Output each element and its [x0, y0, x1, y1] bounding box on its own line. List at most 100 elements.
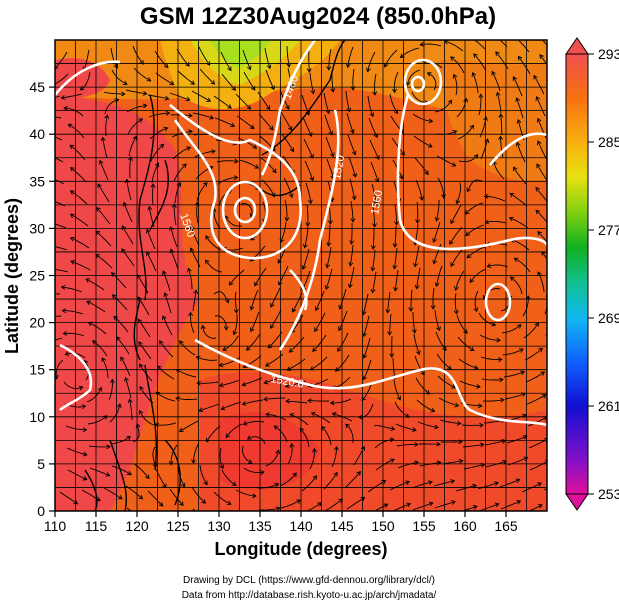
streamline [397, 461, 419, 469]
streamline [81, 489, 101, 502]
streamline [419, 461, 441, 467]
streamline [70, 213, 89, 227]
streamline [125, 485, 143, 500]
streamline [133, 67, 151, 82]
streamline [199, 68, 215, 85]
streamline-arrow [223, 326, 229, 331]
streamline [151, 162, 159, 184]
streamline-arrow [73, 500, 79, 505]
streamline [176, 397, 198, 400]
streamline-arrow [78, 385, 84, 391]
streamline [214, 117, 235, 127]
streamline [438, 397, 459, 407]
streamline-arrow [289, 442, 295, 448]
streamline-arrow [114, 98, 120, 103]
streamline-arrow [362, 354, 368, 359]
streamline [103, 487, 123, 500]
streamline-arrow [227, 104, 232, 109]
streamline-arrow [317, 502, 323, 507]
streamline [348, 156, 357, 178]
streamline-arrow [415, 350, 421, 356]
streamline [270, 287, 281, 308]
streamline [306, 502, 322, 511]
streamline-arrow [152, 463, 158, 469]
streamline [416, 201, 419, 224]
streamline [323, 472, 338, 490]
streamline-arrow [324, 285, 330, 290]
streamline [367, 480, 386, 493]
streamline-arrow [473, 53, 478, 58]
streamline-arrow [491, 321, 497, 327]
streamline [126, 179, 132, 201]
height-contours [55, 40, 547, 427]
streamline-arrow [40, 99, 44, 103]
streamline-arrow [454, 402, 460, 408]
streamline-arrow [241, 381, 247, 387]
streamline [127, 118, 143, 135]
streamline-arrow [500, 397, 505, 403]
streamline [303, 138, 314, 159]
streamline-arrow [79, 86, 85, 91]
streamline-arrow [252, 493, 257, 499]
streamline [499, 40, 508, 48]
streamline-arrow [428, 501, 434, 507]
streamline [70, 237, 90, 249]
streamline [221, 401, 242, 410]
streamline-arrow [233, 309, 239, 314]
streamline [349, 178, 356, 200]
streamline-arrow [69, 190, 75, 195]
streamline-arrow [522, 435, 528, 440]
streamline [287, 443, 293, 465]
streamline-arrow [310, 411, 316, 417]
streamline-arrow [104, 114, 110, 120]
streamline [129, 157, 132, 179]
streamline-arrow [414, 442, 419, 447]
streamline-arrow [286, 366, 292, 371]
streamline [510, 238, 530, 251]
credit-data: Data from http://database.rish.kyoto-u.a… [182, 590, 437, 601]
streamline [495, 51, 509, 70]
streamline-arrow [305, 110, 311, 116]
streamline-arrow [203, 480, 208, 486]
streamline [394, 269, 399, 291]
streamline-arrow [538, 347, 543, 353]
streamline-arrow [128, 156, 133, 161]
streamline [55, 179, 65, 185]
streamline-arrow [188, 129, 193, 135]
streamline [309, 72, 314, 94]
streamline-arrow [97, 183, 102, 189]
streamline [350, 200, 354, 222]
streamline [529, 461, 547, 471]
streamline [299, 428, 310, 448]
streamline [526, 394, 547, 405]
streamline-arrow [82, 476, 88, 481]
streamline [280, 221, 287, 243]
streamline-arrow [413, 262, 418, 268]
contour-label: 1560 [369, 189, 385, 215]
streamline-arrow [268, 125, 274, 131]
streamline [198, 403, 220, 412]
streamline [67, 469, 87, 481]
streamline-arrow [472, 505, 478, 510]
streamline-arrow [349, 240, 355, 245]
y-tick-label: 40 [29, 126, 45, 142]
streamline-arrow [189, 224, 195, 230]
streamline-arrow [436, 460, 442, 466]
streamline [444, 40, 464, 52]
streamline-arrow [398, 174, 404, 180]
streamline-arrow [206, 437, 211, 443]
streamline [327, 224, 331, 246]
streamline [393, 71, 399, 93]
streamline-arrow [560, 367, 564, 371]
streamline [155, 422, 177, 426]
streamline [177, 70, 195, 85]
streamline [292, 292, 303, 313]
streamline-arrow [559, 502, 563, 506]
streamline [506, 435, 528, 444]
streamline [87, 415, 108, 425]
streamline-arrow [447, 99, 452, 105]
streamline [125, 89, 147, 95]
streamline-arrow [193, 289, 199, 295]
streamline-arrow [358, 414, 363, 420]
streamline [260, 157, 277, 173]
